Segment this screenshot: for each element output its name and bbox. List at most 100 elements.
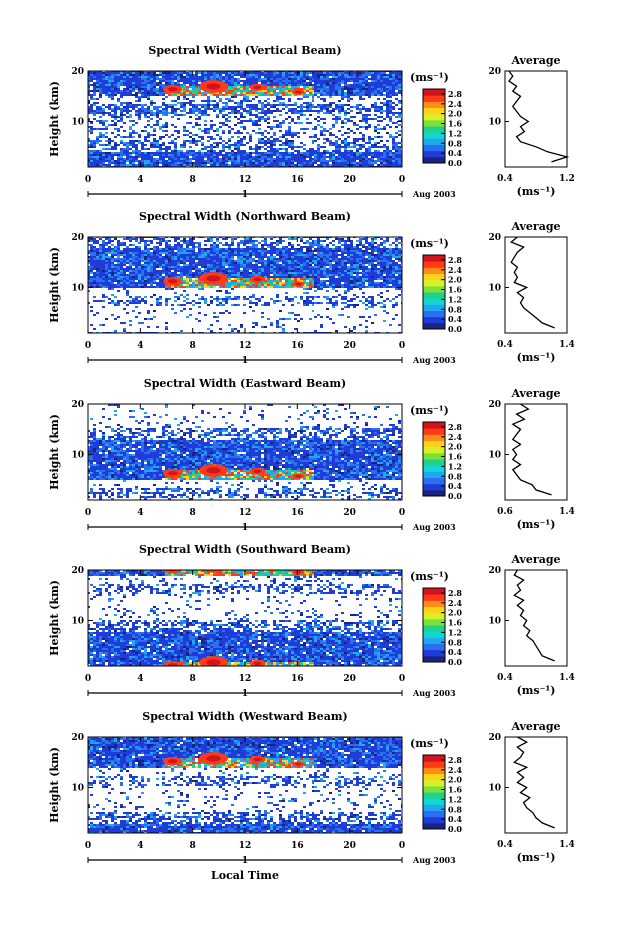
average-x-tick-label: 1.4 — [559, 840, 575, 850]
y-tick-label: 10 — [71, 617, 84, 627]
panel-4: Spectral Width (Southward Beam)1020Heigh… — [48, 543, 575, 699]
colorbar-swatch — [423, 810, 445, 818]
colorbar-frame — [422, 421, 446, 497]
colorbar-swatch — [423, 279, 445, 287]
x-tick-label: 0 — [399, 674, 405, 684]
x-tick-label: 12 — [239, 841, 252, 851]
average-x-tick-label: 1.4 — [559, 507, 575, 517]
colorbar-swatch — [423, 761, 445, 768]
colorbar-swatch — [423, 95, 445, 102]
day-label: 1 — [242, 523, 248, 533]
average-frame — [504, 569, 568, 667]
x-tick-label: 4 — [137, 175, 143, 185]
panel-title: Spectral Width (Northward Beam) — [139, 210, 351, 223]
average-profile-line — [511, 403, 552, 496]
colorbar-tick-label: 0.8 — [448, 138, 462, 148]
average-x-tick-label: 0.6 — [497, 507, 513, 517]
colorbar-swatch — [423, 755, 445, 762]
x-tick-label: 8 — [190, 674, 196, 684]
x-tick-label: 12 — [239, 175, 252, 185]
colorbar-units: (ms⁻¹) — [410, 71, 449, 84]
colorbar-units: (ms⁻¹) — [410, 237, 449, 250]
x-axis-label: Local Time — [211, 869, 279, 882]
average-title: Average — [510, 720, 560, 733]
colorbar-tick-label: 2.8 — [448, 588, 462, 598]
y-tick-label: 20 — [71, 566, 84, 576]
x-tick-label: 0 — [85, 841, 91, 851]
colorbar-swatch — [423, 144, 445, 152]
x-tick-label: 20 — [343, 341, 356, 351]
colorbar-swatch — [423, 446, 445, 454]
average-title: Average — [510, 387, 560, 400]
colorbar-frame — [422, 754, 446, 830]
colorbar-units: (ms⁻¹) — [410, 737, 449, 750]
colorbar-swatch — [423, 434, 445, 441]
colorbar-swatch — [423, 631, 445, 638]
colorbar-tick-label: 0.4 — [448, 314, 462, 324]
colorbar-tick-label: 2.0 — [448, 442, 462, 452]
average-profile-line — [509, 236, 555, 329]
average-profile-line — [513, 569, 555, 662]
x-tick-label: 8 — [190, 841, 196, 851]
average-y-tick-label: 10 — [488, 284, 501, 294]
x-tick-label: 16 — [291, 508, 304, 518]
average-y-tick-label: 20 — [488, 400, 501, 410]
colorbar-swatch — [423, 132, 445, 139]
x-tick-label: 4 — [137, 508, 143, 518]
colorbar-tick-label: 2.0 — [448, 109, 462, 119]
x-tick-label: 12 — [239, 508, 252, 518]
average-profile-line — [513, 736, 555, 829]
y-tick-label: 10 — [71, 451, 84, 461]
colorbar-tick-label: 0.4 — [448, 814, 462, 824]
colorbar-swatch — [423, 822, 445, 830]
colorbar-swatch — [423, 459, 445, 466]
colorbar-swatch — [423, 767, 445, 774]
colorbar-swatch — [423, 261, 445, 268]
x-tick-label: 20 — [343, 674, 356, 684]
x-tick-label: 0 — [85, 341, 91, 351]
colorbar-swatch — [423, 107, 445, 115]
average-x-label: (ms⁻¹) — [517, 684, 556, 697]
colorbar-swatch — [423, 101, 445, 108]
colorbar-swatch — [423, 285, 445, 293]
x-tick-label: 20 — [343, 175, 356, 185]
colorbar-tick-label: 2.8 — [448, 755, 462, 765]
colorbar-tick-label: 1.2 — [448, 128, 462, 138]
panel-5: Spectral Width (Westward Beam)1020Height… — [48, 710, 575, 866]
colorbar-swatch — [423, 440, 445, 448]
average-x-tick-label: 0.4 — [497, 673, 513, 683]
panel-2: Spectral Width (Northward Beam)1020Heigh… — [48, 210, 575, 366]
x-tick-label: 0 — [85, 175, 91, 185]
colorbar-swatch — [423, 255, 445, 262]
colorbar-swatch — [423, 273, 445, 281]
average-x-tick-label: 1.4 — [559, 340, 575, 350]
colorbar-swatch — [423, 606, 445, 614]
colorbar-tick-label: 1.2 — [448, 294, 462, 304]
y-axis-label: Height (km) — [48, 747, 61, 823]
colorbar-tick-label: 1.6 — [448, 285, 462, 295]
colorbar-swatch — [423, 471, 445, 478]
colorbar-swatch — [423, 452, 445, 460]
colorbar-tick-label: 0.8 — [448, 471, 462, 481]
average-x-label: (ms⁻¹) — [517, 851, 556, 864]
colorbar-swatch — [423, 649, 445, 657]
colorbar-swatch — [423, 643, 445, 651]
colorbar-swatch — [423, 422, 445, 429]
colorbar-swatch — [423, 465, 445, 472]
colorbar-tick-label: 2.0 — [448, 775, 462, 785]
x-tick-label: 0 — [85, 674, 91, 684]
colorbar-swatch — [423, 126, 445, 133]
colorbar-frame — [422, 587, 446, 663]
colorbar-frame — [422, 254, 446, 330]
x-tick-label: 8 — [190, 341, 196, 351]
colorbar-swatch — [423, 779, 445, 787]
x-tick-label: 16 — [291, 175, 304, 185]
date-label: Aug 2003 — [412, 688, 456, 698]
colorbar-swatch — [423, 625, 445, 632]
colorbar-swatch — [423, 138, 445, 145]
average-profile-line — [507, 70, 570, 163]
average-x-label: (ms⁻¹) — [517, 351, 556, 364]
x-tick-label: 0 — [85, 508, 91, 518]
colorbar-tick-label: 1.2 — [448, 627, 462, 637]
colorbar-swatch — [423, 773, 445, 781]
